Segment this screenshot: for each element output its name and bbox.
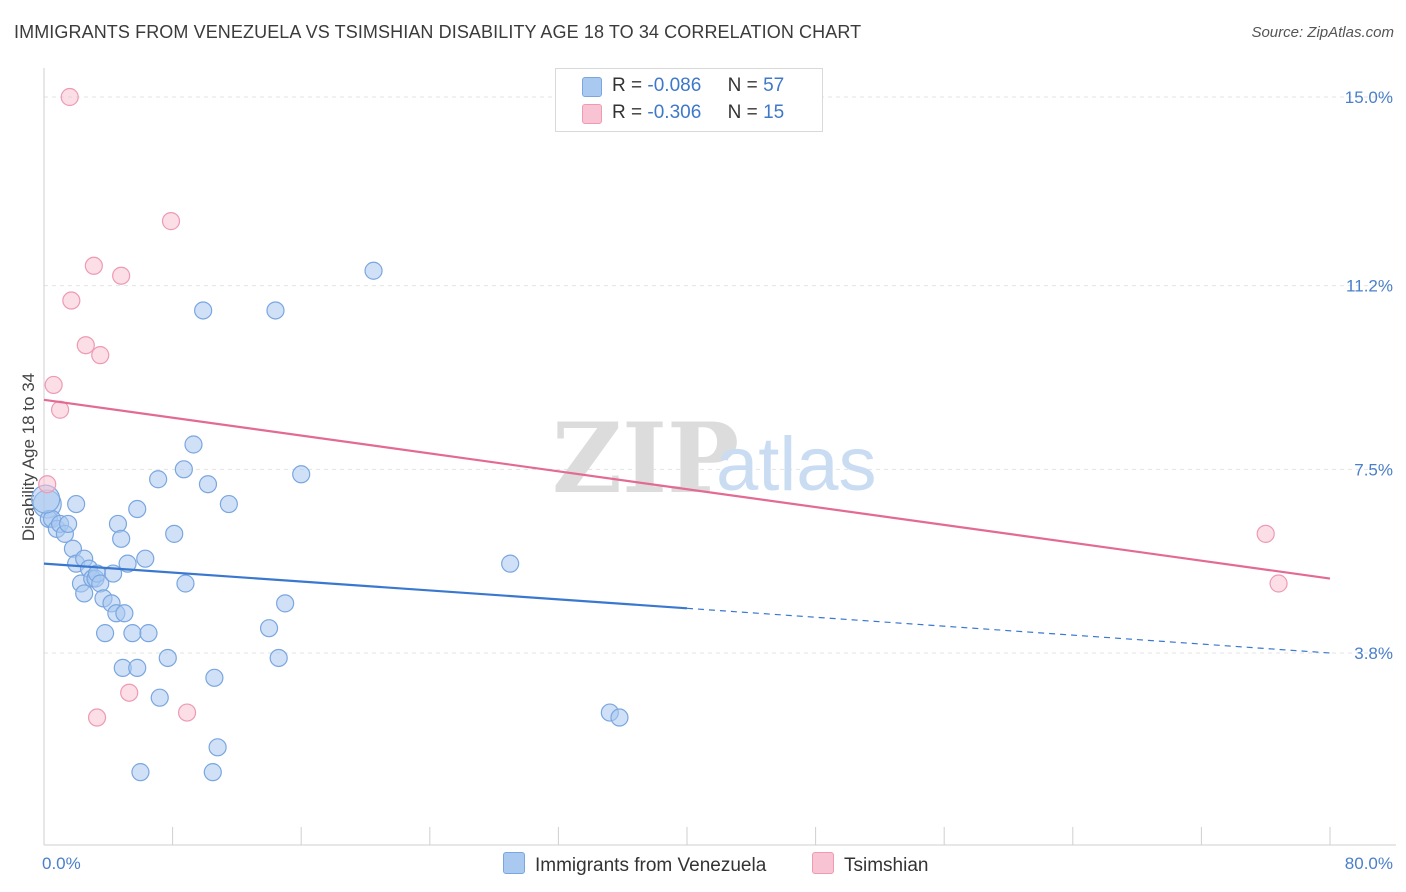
venezuela-point	[269, 648, 288, 668]
venezuela-point	[194, 301, 213, 320]
x-tick-label: 0.0%	[42, 854, 81, 873]
venezuela-point	[123, 624, 142, 643]
tsimshian-trend-line	[43, 398, 1331, 580]
legend-swatch-tsimshian	[582, 104, 602, 124]
venezuela-point	[67, 494, 86, 514]
watermark-atlas: atlas	[716, 422, 877, 507]
venezuela-point	[150, 688, 169, 707]
venezuela-point	[174, 460, 193, 479]
legend-text-venezuela: R = -0.086 N = 57	[612, 75, 784, 97]
venezuela-point	[131, 763, 150, 782]
venezuela-point	[292, 465, 311, 484]
legend-n-value: 15	[763, 102, 785, 123]
x-tick-label: 80.0%	[1345, 854, 1393, 873]
legend-n-label: N =	[727, 102, 758, 123]
bottom-legend-label-tsimshian: Tsimshian	[844, 855, 929, 876]
venezuela-point	[115, 604, 134, 623]
legend-r-label: R =	[612, 102, 643, 123]
tsimshian-point	[112, 266, 131, 285]
legend-r-value: -0.306	[647, 102, 702, 123]
y-tick-label: 15.0%	[1345, 88, 1393, 107]
tsimshian-point	[62, 291, 81, 310]
tsimshian-point	[91, 346, 110, 365]
bottom-legend-tsimshian: Tsimshian	[812, 852, 928, 877]
venezuela-point	[95, 624, 115, 643]
bottom-legend-label-venezuela: Immigrants from Venezuela	[535, 855, 767, 876]
tsimshian-point	[87, 708, 107, 727]
watermark-zip: ZIP	[552, 402, 739, 515]
tsimshian-point	[76, 336, 95, 355]
legend-n-value: 57	[763, 75, 785, 96]
venezuela-point	[205, 668, 224, 687]
tsimshian-point	[38, 475, 57, 494]
venezuela-point	[118, 554, 137, 573]
venezuela-point	[276, 594, 295, 613]
legend-swatch-venezuela	[582, 77, 602, 97]
tsimshian-point	[60, 87, 79, 107]
tsimshian-point	[44, 375, 63, 395]
tsimshian-point	[161, 212, 181, 231]
venezuela-point	[198, 475, 218, 494]
legend-text-tsimshian: R = -0.306 N = 15	[612, 102, 784, 124]
tsimshian-point	[1256, 524, 1275, 543]
venezuela-point	[501, 554, 520, 573]
legend-r-value: -0.086	[647, 75, 702, 96]
venezuela-point	[108, 514, 128, 534]
venezuela-point	[139, 624, 158, 643]
venezuela-point	[112, 529, 131, 548]
y-tick-label: 3.8%	[1354, 644, 1393, 663]
bottom-legend-swatch-tsimshian	[812, 852, 834, 874]
bottom-legend-venezuela: Immigrants from Venezuela	[503, 852, 766, 877]
tsimshian-point	[177, 703, 197, 722]
y-axis-label: Disability Age 18 to 34	[19, 373, 38, 541]
venezuela-point	[364, 261, 383, 280]
legend-r-label: R =	[612, 75, 643, 96]
venezuela-point	[75, 584, 94, 603]
venezuela-point	[128, 499, 147, 519]
tsimshian-point	[1269, 574, 1288, 593]
chart-title: IMMIGRANTS FROM VENEZUELA VS TSIMSHIAN D…	[14, 22, 862, 42]
y-tick-label: 11.2%	[1346, 277, 1393, 296]
tsimshian-point	[84, 256, 103, 275]
y-tick-label: 7.5%	[1354, 460, 1393, 479]
venezuela-point	[128, 658, 147, 677]
venezuela-trend-extension	[686, 607, 1331, 654]
venezuela-point	[176, 574, 195, 593]
venezuela-point	[165, 524, 184, 543]
tsimshian-point	[120, 683, 139, 702]
venezuela-point	[208, 738, 227, 757]
venezuela-point	[610, 708, 629, 727]
venezuela-point	[184, 435, 203, 454]
venezuela-point	[149, 470, 168, 489]
venezuela-point	[203, 763, 222, 782]
source-label: Source: ZipAtlas.com	[1251, 24, 1394, 41]
venezuela-point	[259, 619, 279, 638]
bottom-legend-swatch-venezuela	[503, 852, 525, 874]
stats-legend: R = -0.086 N = 57 R = -0.306 N = 15	[555, 68, 823, 132]
venezuela-point	[59, 514, 78, 534]
venezuela-point	[266, 301, 285, 320]
venezuela-point	[136, 549, 155, 568]
venezuela-trend-line	[43, 562, 688, 610]
venezuela-point	[219, 494, 238, 514]
legend-n-label: N =	[727, 75, 758, 96]
venezuela-point	[158, 648, 177, 668]
